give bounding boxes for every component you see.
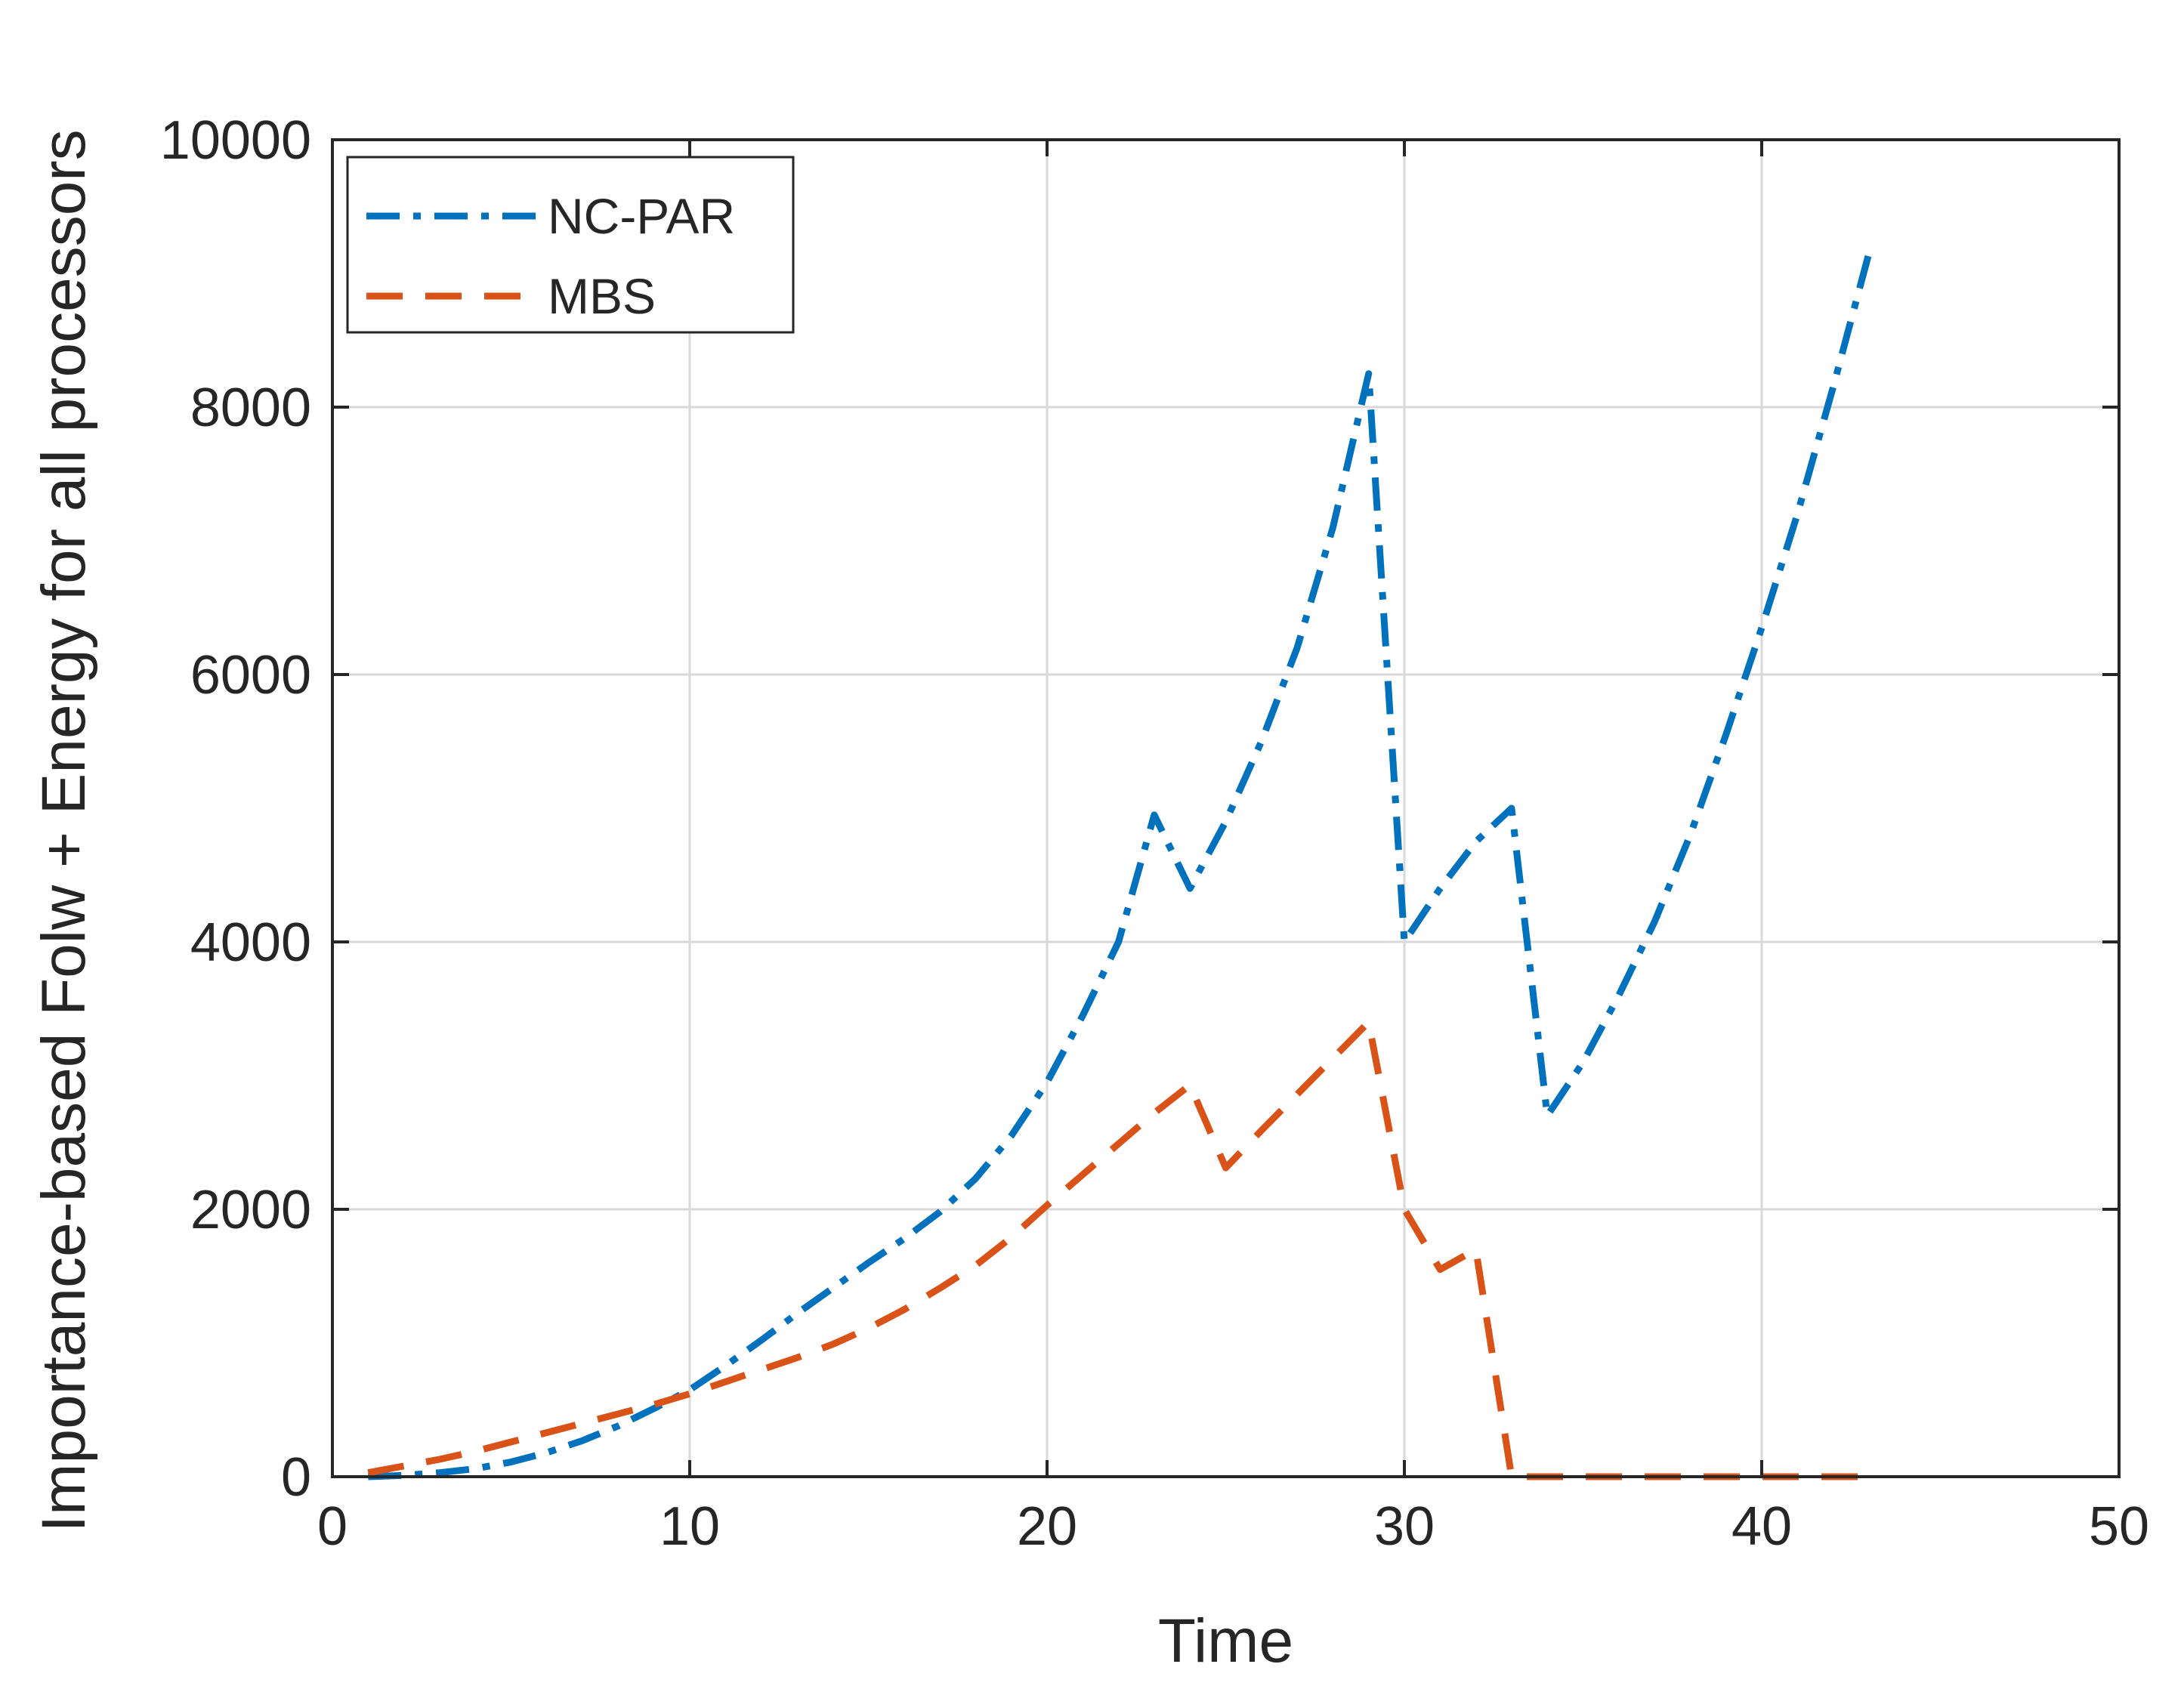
x-tick-label: 20 <box>1017 1496 1077 1557</box>
axis-ticks: 0 10 20 30 40 50 0 2000 4000 6000 8000 10000 <box>160 110 2149 1557</box>
y-tick-label: 10000 <box>160 110 311 171</box>
y-tick-label: 6000 <box>190 645 311 705</box>
series-line-nc-par <box>368 252 1873 1480</box>
axes-frame <box>331 138 2121 1478</box>
legend: NC-PAR MBS <box>346 156 795 334</box>
grid <box>332 140 2119 1477</box>
y-tick-label: 8000 <box>190 378 311 438</box>
y-tick-label: 4000 <box>190 912 311 973</box>
legend-label-mbs: MBS <box>548 268 656 324</box>
x-tick-label: 0 <box>317 1496 348 1557</box>
y-axis-label: Importance-based Folw + Energy for all p… <box>29 129 98 1532</box>
legend-box <box>346 156 795 334</box>
legend-label-nc-par: NC-PAR <box>548 188 735 244</box>
x-axis-label: Time <box>1158 1607 1293 1675</box>
y-tick-label: 2000 <box>190 1180 311 1240</box>
x-tick-label: 30 <box>1374 1496 1435 1557</box>
x-tick-label: 50 <box>2089 1496 2149 1557</box>
y-tick-label: 0 <box>281 1447 311 1508</box>
x-tick-label: 10 <box>660 1496 720 1557</box>
x-tick-label: 40 <box>1731 1496 1792 1557</box>
